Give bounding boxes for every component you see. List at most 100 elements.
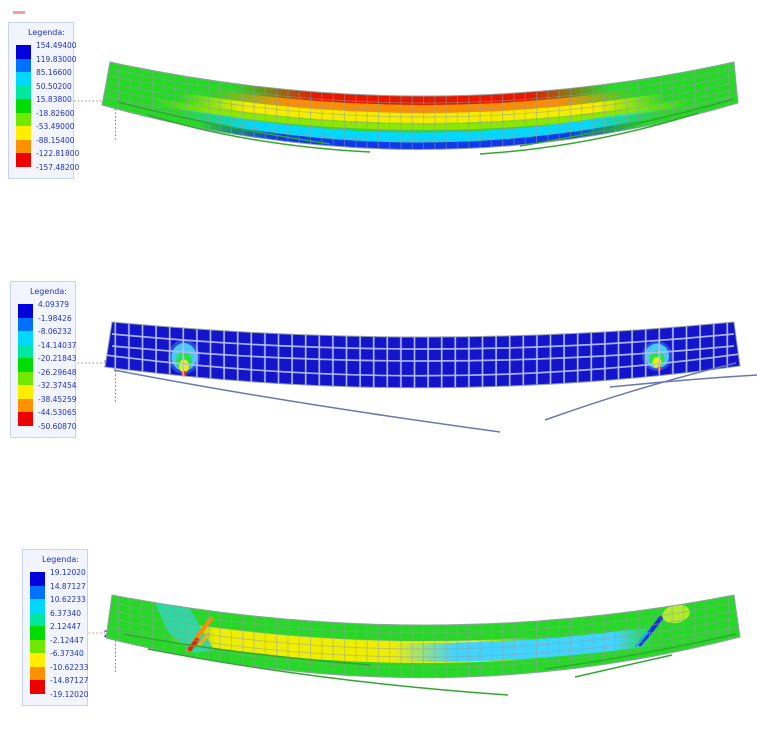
- legend-color-swatch: [30, 639, 45, 654]
- legend-color-swatch: [16, 99, 31, 113]
- legend-color-swatch: [16, 72, 31, 86]
- legend-entry: 19.12020: [30, 568, 86, 586]
- legend-value: 50.50200: [36, 81, 72, 91]
- legend-color-swatch: [18, 304, 33, 318]
- legend-entry: -6.37340: [30, 649, 84, 667]
- legend-entry: -50.60870: [18, 421, 77, 430]
- legend-color-swatch: [18, 385, 33, 399]
- legend-value: -157.48200: [36, 162, 80, 172]
- red-dash-artifact: [13, 11, 25, 14]
- legend-value: -50.60870: [38, 421, 77, 431]
- legend-entry: 85.16600: [16, 68, 72, 86]
- legend-entry: -8.06232: [18, 327, 72, 345]
- legend-value: -10.62233: [50, 662, 89, 672]
- legend-panel-3: Legenda: 19.12020 14.87127 10.62233 6.37…: [22, 549, 89, 706]
- legend-title: Legenda:: [30, 287, 67, 296]
- legend-value: 154.49400: [36, 40, 77, 50]
- legend-color-swatch: [30, 666, 45, 681]
- legend-value: 14.87127: [50, 581, 86, 591]
- beam-mesh-2: [105, 322, 740, 388]
- legend-value: -2.12447: [50, 635, 84, 645]
- beam-1-outline: [101, 61, 739, 150]
- legend-entry: -53.49000: [16, 122, 75, 140]
- legend-value: -44.53065: [38, 407, 77, 417]
- legend-value: -122.81800: [36, 148, 80, 158]
- legend-color-swatch: [16, 112, 31, 127]
- legend-entry: -122.81800: [16, 149, 79, 167]
- legend-value: -18.82600: [36, 108, 75, 118]
- legend-value: -53.49000: [36, 121, 75, 131]
- legend-entry: -44.53065: [18, 408, 77, 426]
- legend-entry: -38.45259: [18, 394, 77, 413]
- legend-color-swatch: [18, 371, 33, 386]
- legend-color-swatch: [18, 344, 33, 359]
- legend-entry: -14.14037: [18, 340, 77, 359]
- legend-value: -6.37340: [50, 648, 84, 658]
- legend-entry: -2.12447: [30, 635, 84, 654]
- legend-value: -8.06232: [38, 326, 72, 336]
- legend-value: -14.87127: [50, 675, 89, 685]
- legend-color-swatch: [30, 572, 45, 586]
- legend-value: -38.45259: [38, 394, 77, 404]
- legend-color-swatch: [30, 680, 45, 694]
- legend-value: -14.14037: [38, 340, 77, 350]
- legend-value: 2.12447: [50, 621, 82, 631]
- legend-entry: -157.48200: [16, 162, 79, 171]
- legend-colorbar: 4.09379 -1.98426 -8.06232 -14.14037 -20.…: [18, 300, 77, 430]
- legend-entry: 10.62233: [30, 595, 86, 613]
- legend-color-swatch: [18, 358, 33, 372]
- legend-value: 6.37340: [50, 608, 82, 618]
- legend-entry: 119.83000: [16, 54, 77, 73]
- legend-value: 19.12020: [50, 567, 86, 577]
- legend-color-swatch: [16, 45, 31, 59]
- legend-color-swatch: [18, 398, 33, 413]
- legend-color-swatch: [16, 126, 31, 140]
- legend-value: -1.98426: [38, 313, 72, 323]
- beam-2-outline: [104, 321, 741, 389]
- legend-color-swatch: [18, 412, 33, 426]
- rebar-lines-1: [117, 98, 735, 155]
- legend-entry: -88.15400: [16, 135, 75, 154]
- legend-color-swatch: [30, 585, 45, 600]
- legend-value: -32.37454: [38, 380, 77, 390]
- legend-entry: 6.37340: [30, 608, 84, 627]
- legend-value: 4.09379: [38, 299, 70, 309]
- legend-entry: -19.12020: [30, 689, 89, 698]
- legend-entry: 50.50200: [16, 81, 72, 100]
- legend-panel-2: Legenda: 4.09379 -1.98426 -8.06232 -14.1…: [10, 281, 77, 438]
- legend-value: 10.62233: [50, 594, 86, 604]
- legend-entry: -18.82600: [16, 108, 75, 127]
- legend-color-swatch: [30, 612, 45, 627]
- legend-title: Legenda:: [42, 555, 79, 564]
- legend-color-swatch: [16, 58, 31, 73]
- legend-title: Legenda:: [28, 28, 65, 37]
- beam-3-outline: [105, 594, 741, 679]
- legend-value: -26.29648: [38, 367, 77, 377]
- legend-entry: -14.87127: [30, 676, 89, 694]
- legend-colorbar: 154.49400 119.83000 85.16600 50.50200 15…: [16, 41, 79, 171]
- legend-entry: 14.87127: [30, 581, 86, 600]
- legend-value: -19.12020: [50, 689, 89, 699]
- legend-entry: 2.12447: [30, 622, 84, 640]
- legend-value: 85.16600: [36, 67, 72, 77]
- legend-value: 119.83000: [36, 54, 77, 64]
- rebar-lines-3: [123, 633, 737, 696]
- legend-entry: -10.62233: [30, 662, 89, 681]
- legend-panel-1: Legenda: 154.49400 119.83000 85.16600 50…: [8, 22, 79, 179]
- legend-value: -20.21843: [38, 353, 77, 363]
- legend-entry: -32.37454: [18, 381, 77, 399]
- legend-color-swatch: [18, 331, 33, 345]
- legend-color-swatch: [18, 317, 33, 332]
- legend-entry: 4.09379: [18, 300, 72, 318]
- legend-entry: -1.98426: [18, 313, 72, 332]
- legend-color-swatch: [16, 85, 31, 100]
- legend-value: 15.83800: [36, 94, 72, 104]
- legend-color-swatch: [16, 153, 31, 167]
- rebar-lines-2: [113, 362, 757, 433]
- legend-value: -88.15400: [36, 135, 75, 145]
- legend-color-swatch: [16, 139, 31, 154]
- legend-colorbar: 19.12020 14.87127 10.62233 6.37340 2.124…: [30, 568, 89, 698]
- legend-entry: -26.29648: [18, 367, 77, 386]
